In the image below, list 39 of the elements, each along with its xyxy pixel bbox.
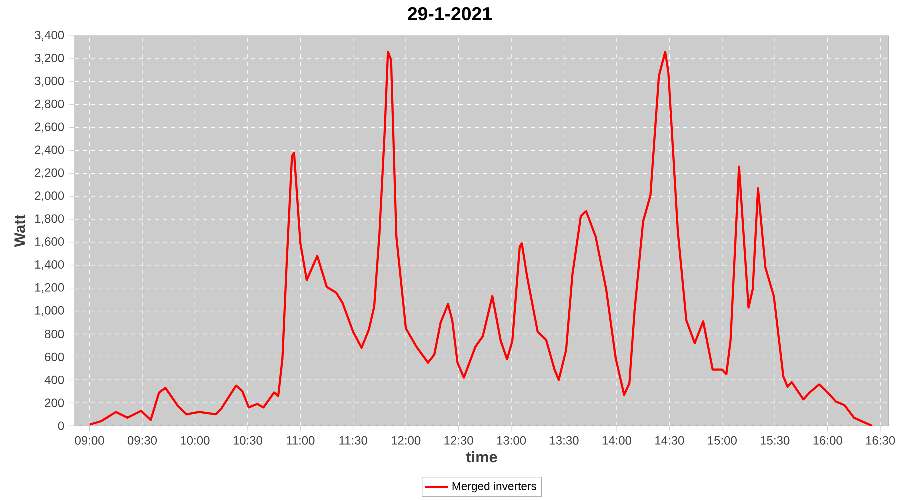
x-tick-label: 09:00 — [75, 436, 104, 445]
x-tick-label: 12:00 — [392, 436, 421, 445]
x-tick-label: 11:00 — [286, 436, 315, 445]
y-tick-label: 3,000 — [35, 76, 64, 87]
x-tick-label: 13:30 — [550, 436, 579, 445]
legend-label: Merged inverters — [452, 482, 537, 493]
y-tick-label: 600 — [45, 352, 64, 362]
x-tick-label: 13:00 — [497, 436, 526, 445]
x-axis-title: time — [466, 451, 498, 463]
x-tick-label: 15:30 — [761, 436, 790, 445]
x-tick-label: 14:00 — [602, 436, 632, 445]
x-tick-label: 15:00 — [708, 436, 737, 445]
x-tick-label: 16:00 — [814, 436, 842, 445]
y-tick-label: 2,200 — [35, 168, 64, 179]
chart-title: 29-1-2021 — [408, 7, 492, 21]
y-tick-label: 1,400 — [35, 260, 64, 270]
y-tick-label: 3,400 — [35, 31, 64, 41]
y-tick-label: 2,600 — [35, 122, 64, 133]
y-tick-label: 1,000 — [35, 306, 64, 316]
y-tick-label: 1,600 — [35, 238, 64, 248]
y-tick-label: 1,800 — [35, 214, 64, 224]
x-tick-label: 10:30 — [234, 436, 262, 445]
y-tick-label: 2,400 — [35, 146, 64, 156]
y-tick-label: 200 — [45, 398, 64, 408]
y-tick-label: 1,200 — [35, 283, 64, 294]
x-tick-label: 11:30 — [340, 436, 368, 445]
y-tick-label: 0 — [58, 422, 64, 430]
line-series — [88, 50, 874, 426]
x-tick-label: 16:30 — [866, 436, 896, 445]
y-tick-label: 3,200 — [35, 54, 64, 64]
y-tick-label: 2,800 — [35, 100, 64, 110]
x-tick-label: 09:30 — [128, 436, 158, 445]
y-axis-title: Watt — [14, 214, 26, 248]
y-tick-label: 2,000 — [35, 192, 64, 202]
x-tick-label: 14:30 — [656, 436, 684, 445]
x-tick-label: 12:30 — [444, 436, 474, 445]
y-tick-label: 800 — [45, 330, 64, 338]
x-tick-label: 10:00 — [181, 436, 210, 445]
y-tick-label: 400 — [44, 376, 64, 384]
